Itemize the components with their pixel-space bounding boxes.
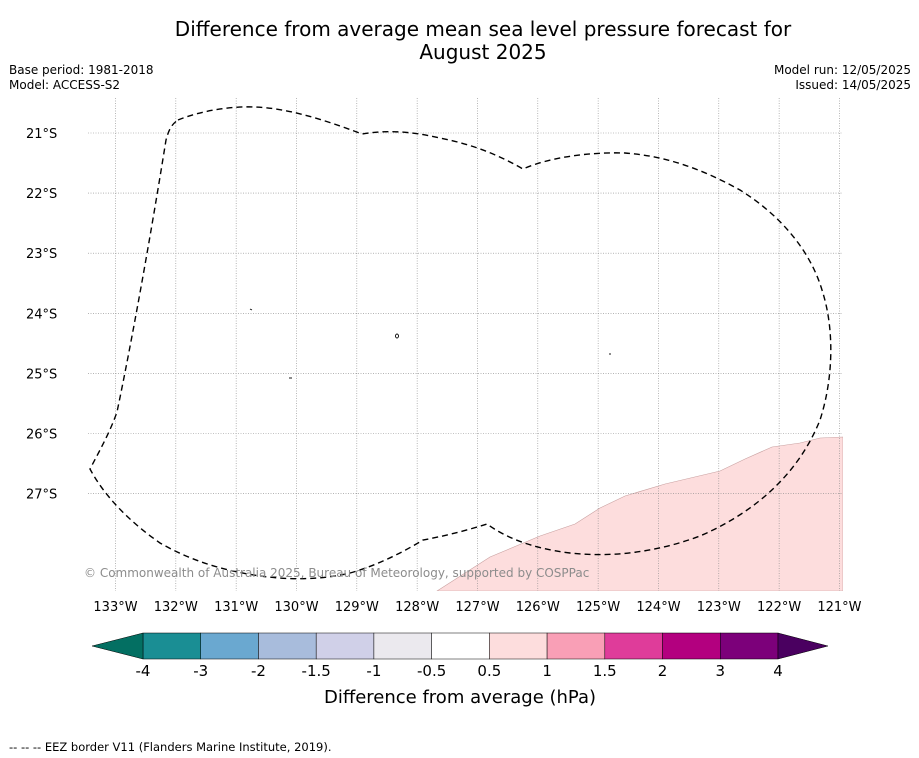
longitude-label: 132°W — [154, 600, 198, 615]
longitude-label: 124°W — [636, 600, 680, 615]
latitude-labels: 21°S 22°S 23°S 24°S 25°S 26°S 27°S — [26, 127, 57, 503]
colorbar-tick-label: -3 — [193, 662, 208, 680]
colorbar-tick-label: -4 — [136, 662, 151, 680]
base-period-text: Base period: 1981-2018 — [9, 63, 154, 77]
latitude-label: 25°S — [26, 367, 57, 382]
colorbar-over-arrow — [777, 632, 829, 660]
colorbar — [91, 632, 829, 660]
colorbar-segment — [200, 632, 259, 660]
longitude-label: 123°W — [697, 600, 741, 615]
colorbar-segment — [315, 632, 375, 660]
latitude-label: 22°S — [26, 187, 57, 202]
latitude-label: 27°S — [26, 488, 57, 503]
colorbar-tick-label: -0.5 — [417, 662, 446, 680]
latitude-label: 23°S — [26, 247, 57, 262]
colorbar-tick-labels: -4 -3 -2 -1.5 -1 -0.5 0.5 1 1.5 2 3 4 — [136, 662, 783, 680]
colorbar-tick-label: 2 — [658, 662, 668, 680]
latitude-label: 24°S — [26, 307, 57, 322]
colorbar-segment — [373, 632, 432, 660]
title-line-2: August 2025 — [419, 40, 547, 64]
title-line-1: Difference from average mean sea level p… — [174, 17, 792, 41]
chart-title: Difference from average mean sea level p… — [0, 18, 919, 64]
longitude-label: 133°W — [93, 600, 137, 615]
longitude-label: 131°W — [214, 600, 258, 615]
colorbar-segment — [431, 632, 490, 660]
longitude-label: 129°W — [335, 600, 379, 615]
colorbar-segment — [546, 632, 606, 660]
colorbar-under-arrow — [91, 632, 144, 660]
colorbar-tick-label: -1 — [366, 662, 381, 680]
colorbar-segment — [489, 632, 548, 660]
colorbar-tick-label: 0.5 — [477, 662, 501, 680]
model-text: Model: ACCESS-S2 — [9, 78, 121, 92]
copyright-text: © Commonwealth of Australia 2025, Bureau… — [84, 566, 589, 580]
colorbar-segment — [604, 632, 663, 660]
longitude-label: 121°W — [817, 600, 861, 615]
longitude-label: 122°W — [757, 600, 801, 615]
longitude-label: 126°W — [516, 600, 560, 615]
colorbar-segment — [142, 632, 201, 660]
colorbar-tick-label: 4 — [773, 662, 783, 680]
eez-border — [89, 106, 832, 580]
meta-right: Model run: 12/05/2025 Issued: 14/05/2025 — [774, 63, 911, 93]
longitude-label: 128°W — [395, 600, 439, 615]
colorbar-tick-label: 3 — [715, 662, 725, 680]
colorbar-segment — [258, 632, 317, 660]
model-run-text: Model run: 12/05/2025 — [773, 63, 911, 77]
issued-text: Issued: 14/05/2025 — [795, 78, 911, 92]
eez-footnote: -- -- -- EEZ border V11 (Flanders Marine… — [9, 740, 332, 754]
colorbar-tick-label: -1.5 — [302, 662, 331, 680]
longitude-labels: 133°W 132°W 131°W 130°W 129°W 128°W 127°W 126°W… — [93, 600, 861, 615]
colorbar-segment — [662, 632, 721, 660]
positive-anomaly-area — [436, 436, 843, 591]
latitude-label: 21°S — [26, 127, 57, 142]
graticule — [88, 98, 843, 591]
longitude-label: 125°W — [576, 600, 620, 615]
colorbar-tick-label: -2 — [251, 662, 266, 680]
colorbar-label: Difference from average (hPa) — [324, 687, 596, 708]
islands — [249, 308, 611, 379]
colorbar-segment — [720, 632, 779, 660]
latitude-label: 26°S — [26, 428, 57, 443]
meta-left: Base period: 1981-2018 Model: ACCESS-S2 — [9, 63, 154, 93]
longitude-label: 130°W — [274, 600, 318, 615]
colorbar-tick-label: 1.5 — [593, 662, 617, 680]
longitude-label: 127°W — [455, 600, 499, 615]
colorbar-tick-label: 1 — [542, 662, 552, 680]
